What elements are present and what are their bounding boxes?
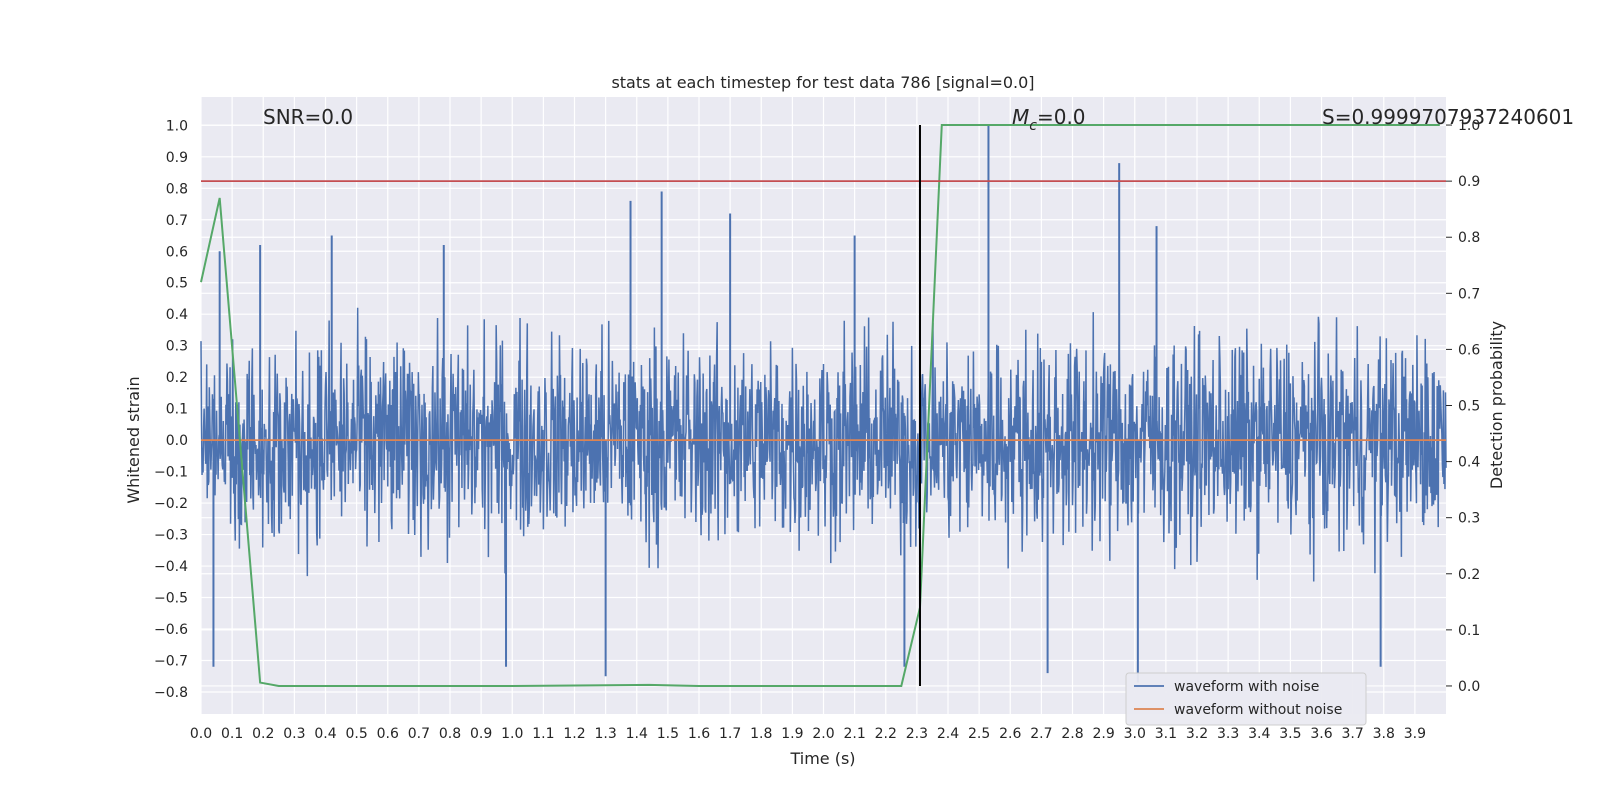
x-tick-label: 0.2	[252, 726, 274, 742]
x-tick-label: 0.1	[221, 726, 243, 742]
y2-tick-label: 1.0	[1458, 118, 1480, 134]
y-tick-label: 0.9	[166, 150, 188, 166]
x-tick-label: 2.0	[812, 726, 834, 742]
x-tick-label: 3.5	[1279, 726, 1301, 742]
x-tick-label: 1.3	[594, 726, 616, 742]
y-tick-label: −0.5	[154, 591, 188, 607]
y2-tick-label: 0.8	[1458, 230, 1480, 246]
annotation-mc: Mc=0.0	[1012, 105, 1086, 134]
x-tick-label: 3.4	[1248, 726, 1270, 742]
y2-tick-label: 0.9	[1458, 174, 1480, 190]
y-tick-label: −0.1	[154, 465, 188, 481]
x-tick-label: 2.5	[968, 726, 990, 742]
x-tick-label: 1.9	[781, 726, 803, 742]
x-axis-label: Time (s)	[789, 749, 855, 768]
x-tick-label: 2.6	[999, 726, 1021, 742]
x-tick-label: 0.9	[470, 726, 492, 742]
x-tick-label: 3.9	[1404, 726, 1426, 742]
y-tick-label: 0.8	[166, 181, 188, 197]
annotation-snr: SNR=0.0	[263, 105, 353, 129]
legend: waveform with noise waveform without noi…	[1125, 672, 1367, 726]
x-tick-label: 1.1	[532, 726, 554, 742]
y-tick-label: 0.3	[166, 339, 188, 355]
waveform-with-noise-line	[200, 307, 1447, 582]
y-tick-label: 0.1	[166, 402, 188, 418]
y-tick-label: −0.4	[154, 559, 188, 575]
x-tick-label: 2.8	[1061, 726, 1083, 742]
x-tick-label: 3.8	[1373, 726, 1395, 742]
y2-tick-label: 0.3	[1458, 511, 1480, 527]
y-tick-label: −0.7	[154, 653, 188, 669]
x-tick-label: 1.2	[563, 726, 585, 742]
y-tick-label: 0.6	[166, 244, 188, 260]
y-tick-label: −0.2	[154, 496, 188, 512]
annotation-s: S=0.9999707937240601	[1322, 105, 1574, 129]
x-tick-label: 0.5	[345, 726, 367, 742]
detection-probability-line	[200, 124, 1440, 687]
y-axis-label: Whitened strain	[124, 376, 143, 503]
y2-axis-label: Detection probability	[1487, 321, 1506, 489]
reference-lines	[201, 125, 1446, 686]
y2-tick-label: 0.6	[1458, 342, 1480, 358]
x-tick-label: 2.9	[1092, 726, 1114, 742]
legend-label-waveform-with-noise: waveform with noise	[1174, 679, 1319, 695]
x-tick-label: 3.3	[1217, 726, 1239, 742]
x-tick-label: 2.3	[906, 726, 928, 742]
x-tick-label: 1.8	[750, 726, 772, 742]
y2-tick-label: 0.2	[1458, 567, 1480, 583]
x-tick-label: 3.0	[1124, 726, 1146, 742]
y-axis-ticks: −0.8 −0.7 −0.6 −0.5 −0.4 −0.3 −0.2 −0.1 0.0 0.1 0.…	[154, 118, 188, 701]
x-tick-label: 2.1	[843, 726, 865, 742]
y2-axis-ticks: 0.0 0.1 0.2 0.3 0.4 0.5 0.6 0.7 0.8 0.9 1.0	[1446, 118, 1480, 695]
x-tick-label: 2.2	[875, 726, 897, 742]
x-tick-label: 3.6	[1310, 726, 1332, 742]
x-tick-label: 1.0	[501, 726, 523, 742]
x-tick-label: 0.8	[439, 726, 461, 742]
x-tick-label: 3.1	[1155, 726, 1177, 742]
legend-box	[1125, 672, 1367, 726]
x-tick-label: 0.3	[283, 726, 305, 742]
x-tick-label: 0.7	[408, 726, 430, 742]
legend-label-waveform-without-noise: waveform without noise	[1174, 702, 1342, 718]
x-tick-label: 0.4	[314, 726, 336, 742]
y-tick-label: 0.5	[166, 276, 188, 292]
y2-tick-label: 0.7	[1458, 286, 1480, 302]
x-tick-label: 2.7	[1030, 726, 1052, 742]
y-tick-label: 0.2	[166, 370, 188, 386]
series-detection-probability	[200, 124, 1440, 687]
y-tick-label: 0.0	[166, 433, 188, 449]
x-tick-label: 1.7	[719, 726, 741, 742]
y2-tick-label: 0.5	[1458, 399, 1480, 415]
x-tick-label: 0.6	[377, 726, 399, 742]
y-tick-label: −0.3	[154, 528, 188, 544]
x-tick-label: 3.7	[1341, 726, 1363, 742]
x-tick-label: 3.2	[1186, 726, 1208, 742]
y-tick-label: 0.7	[166, 213, 188, 229]
x-tick-label: 1.5	[657, 726, 679, 742]
x-tick-label: 2.4	[937, 726, 959, 742]
y2-tick-label: 0.0	[1458, 679, 1480, 695]
x-axis-ticks: 0.0 0.1 0.2 0.3 0.4 0.5 0.6 0.7 0.8 0.9 1.0 1.1 1.2 1…	[190, 726, 1426, 742]
x-tick-label: 1.4	[626, 726, 648, 742]
y2-tick-label: 0.1	[1458, 623, 1480, 639]
y-tick-label: 1.0	[166, 118, 188, 134]
x-tick-label: 0.0	[190, 726, 212, 742]
chart-title: stats at each timestep for test data 786…	[611, 73, 1034, 92]
y-tick-label: −0.8	[154, 685, 188, 701]
x-tick-label: 1.6	[688, 726, 710, 742]
y-tick-label: −0.6	[154, 622, 188, 638]
series-waveform-with-noise	[200, 125, 1447, 683]
y2-tick-label: 0.4	[1458, 455, 1480, 471]
y-tick-label: 0.4	[166, 307, 188, 323]
